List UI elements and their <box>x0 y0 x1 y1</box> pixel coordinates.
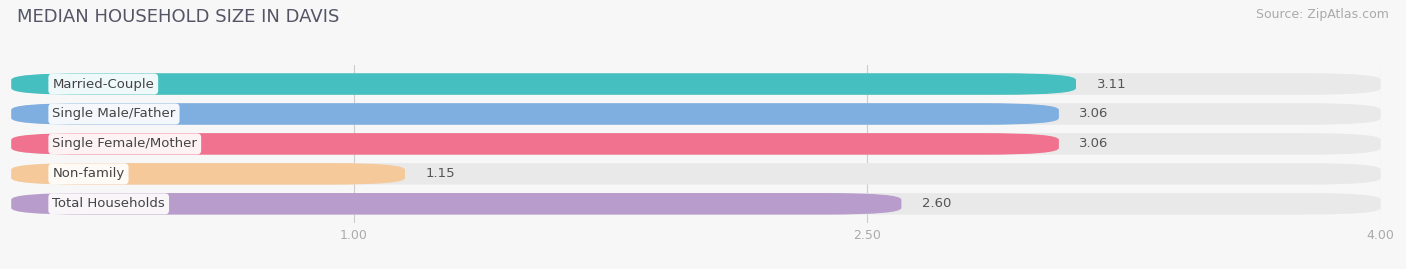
FancyBboxPatch shape <box>11 163 1381 185</box>
Text: 3.11: 3.11 <box>1097 77 1126 91</box>
Text: Non-family: Non-family <box>52 167 125 180</box>
Text: 1.15: 1.15 <box>426 167 456 180</box>
Text: Single Female/Mother: Single Female/Mother <box>52 137 197 150</box>
FancyBboxPatch shape <box>11 133 1059 155</box>
Text: MEDIAN HOUSEHOLD SIZE IN DAVIS: MEDIAN HOUSEHOLD SIZE IN DAVIS <box>17 8 339 26</box>
Text: Single Male/Father: Single Male/Father <box>52 108 176 121</box>
FancyBboxPatch shape <box>11 193 901 215</box>
Text: Total Households: Total Households <box>52 197 165 210</box>
FancyBboxPatch shape <box>11 73 1381 95</box>
Text: Married-Couple: Married-Couple <box>52 77 155 91</box>
FancyBboxPatch shape <box>11 193 1381 215</box>
FancyBboxPatch shape <box>11 103 1059 125</box>
Text: Source: ZipAtlas.com: Source: ZipAtlas.com <box>1256 8 1389 21</box>
FancyBboxPatch shape <box>11 103 1381 125</box>
FancyBboxPatch shape <box>11 73 1076 95</box>
Text: 3.06: 3.06 <box>1080 137 1109 150</box>
FancyBboxPatch shape <box>11 163 405 185</box>
FancyBboxPatch shape <box>11 133 1381 155</box>
Text: 2.60: 2.60 <box>922 197 952 210</box>
Text: 3.06: 3.06 <box>1080 108 1109 121</box>
